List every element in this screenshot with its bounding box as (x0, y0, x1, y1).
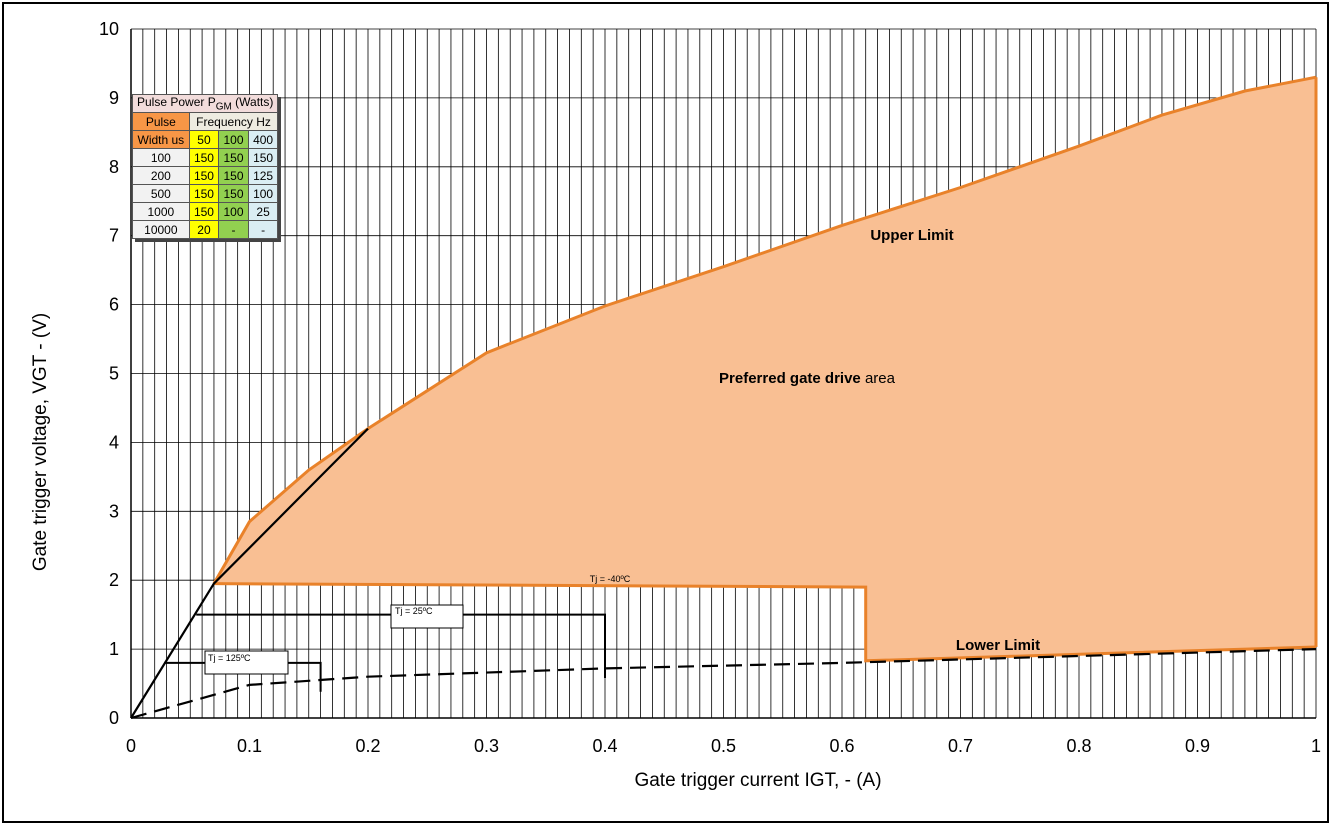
x-tick-label: 0.7 (948, 736, 973, 756)
table-cell: 10000 (132, 220, 190, 240)
x-tick-label: 0.4 (592, 736, 617, 756)
tj-minus40-label: Tj = -40ºC (590, 574, 631, 584)
y-tick-label: 6 (109, 295, 119, 315)
table-cell: 150 (218, 148, 249, 168)
x-tick-label: 0.1 (237, 736, 262, 756)
x-axis-label: Gate trigger current IGT, - (A) (634, 770, 881, 791)
y-axis-label: Gate trigger voltage, VGT - (V) (30, 313, 51, 571)
x-tick-label: 0.5 (711, 736, 736, 756)
table-cell: 125 (247, 166, 279, 186)
tick-labels: 0 0.1 0.2 0.3 0.4 0.5 0.6 0.7 0.8 0.9 101234567891… (99, 19, 1321, 756)
table-row: 1000 150 100 25 (132, 202, 279, 222)
y-tick-label: 2 (109, 570, 119, 590)
axes (130, 29, 1316, 719)
lower-limit-label: Lower Limit (956, 637, 1040, 654)
table-row: 10000 20 - - (132, 220, 279, 240)
load-line (130, 427, 369, 719)
table-cell: 25 (247, 202, 279, 222)
table-cell: 100 (132, 148, 190, 168)
x-tick-label: 0.2 (355, 736, 380, 756)
table-cell: - (218, 220, 249, 240)
y-tick-label: 3 (109, 501, 119, 521)
width-header: Width us (132, 130, 190, 150)
table-cell: 20 (188, 220, 220, 240)
pulse-power-table: Pulse Power PGM (Watts) Pulse Frequency … (131, 93, 279, 240)
table-cell: 150 (188, 202, 220, 222)
table-cell: 150 (247, 148, 279, 168)
tj-25-label-box (390, 604, 464, 629)
pulse-header: Pulse (132, 112, 190, 132)
table-cell: 150 (188, 166, 220, 186)
freq-400-header: 400 (247, 130, 279, 150)
x-tick-label: 0.8 (1066, 736, 1091, 756)
x-tick-label: 0.3 (474, 736, 499, 756)
table-cell: 500 (132, 184, 190, 204)
y-tick-label: 7 (109, 226, 119, 246)
preferred-area-label: Preferred gate drive area (719, 370, 896, 387)
table-title: Pulse Power PGM (Watts) (131, 93, 279, 114)
y-tick-label: 5 (109, 364, 119, 384)
x-tick-label: 0 (126, 736, 136, 756)
lower-dashed-line (130, 648, 1317, 720)
table-cell: 200 (132, 166, 190, 186)
x-tick-label: 0.9 (1185, 736, 1210, 756)
table-cell: - (247, 220, 279, 240)
tj-25-label: Tj = 25ºC (395, 606, 433, 616)
freq-100-header: 100 (218, 130, 249, 150)
frequency-header: Frequency Hz (188, 112, 279, 132)
y-tick-label: 8 (109, 157, 119, 177)
y-tick-label: 9 (109, 88, 119, 108)
table-cell: 150 (218, 184, 249, 204)
y-tick-label: 10 (99, 19, 119, 39)
tj-125-label: Tj = 125ºC (208, 653, 251, 663)
tj-125-label-box (204, 650, 289, 675)
preferred-gate-drive-area (213, 77, 1316, 661)
tj-25-line (196, 613, 606, 678)
table-row: 500 150 150 100 (132, 184, 279, 204)
upper-limit-line (212, 75, 1317, 585)
table-cell: 100 (218, 202, 249, 222)
y-tick-label: 0 (109, 708, 119, 728)
table-cell: 1000 (132, 202, 190, 222)
table-row: 100 150 150 150 (132, 148, 279, 168)
upper-limit-label: Upper Limit (870, 227, 953, 244)
y-tick-label: 4 (109, 432, 119, 452)
table-cell: 150 (218, 166, 249, 186)
table-cell: 100 (247, 184, 279, 204)
x-tick-label: 1 (1311, 736, 1321, 756)
table-row: 200 150 150 125 (132, 166, 279, 186)
table-cell: 150 (188, 148, 220, 168)
y-tick-label: 1 (109, 639, 119, 659)
freq-50-header: 50 (188, 130, 220, 150)
table-cell: 150 (188, 184, 220, 204)
lower-limit-line (213, 582, 1317, 663)
x-tick-label: 0.6 (829, 736, 854, 756)
